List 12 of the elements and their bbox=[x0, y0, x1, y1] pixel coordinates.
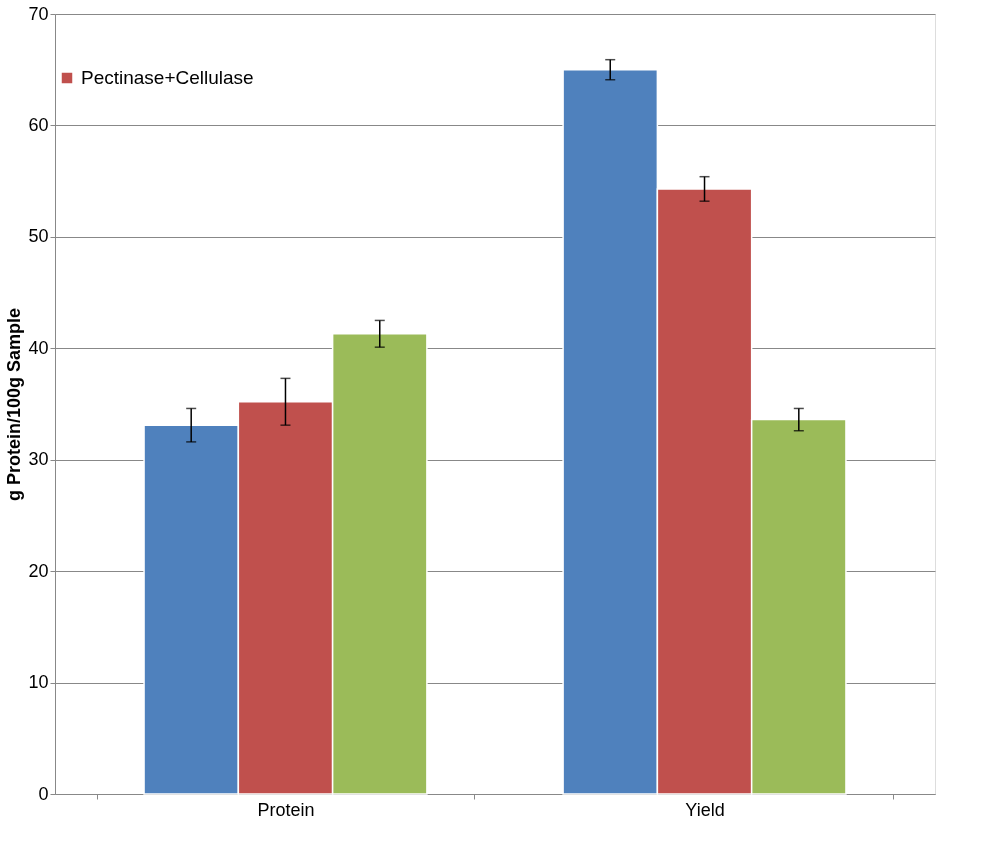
y-tick-label: 60 bbox=[28, 114, 49, 135]
y-tick-label: 10 bbox=[28, 672, 49, 693]
y-tick-label: 0 bbox=[38, 783, 49, 804]
y-tick-label: 70 bbox=[28, 3, 49, 24]
x-tick-label: Yield bbox=[685, 799, 725, 820]
y-tick-label: 30 bbox=[28, 449, 49, 470]
y-tick-label: 40 bbox=[28, 337, 49, 358]
legend-label: Pectinase+Cellulase bbox=[81, 67, 254, 88]
x-tick-label: Protein bbox=[257, 799, 315, 820]
y-tick-label: 50 bbox=[28, 226, 49, 247]
y-axis-title: g Protein/100g Sample bbox=[4, 307, 25, 502]
y-tick-label: 20 bbox=[28, 560, 49, 581]
